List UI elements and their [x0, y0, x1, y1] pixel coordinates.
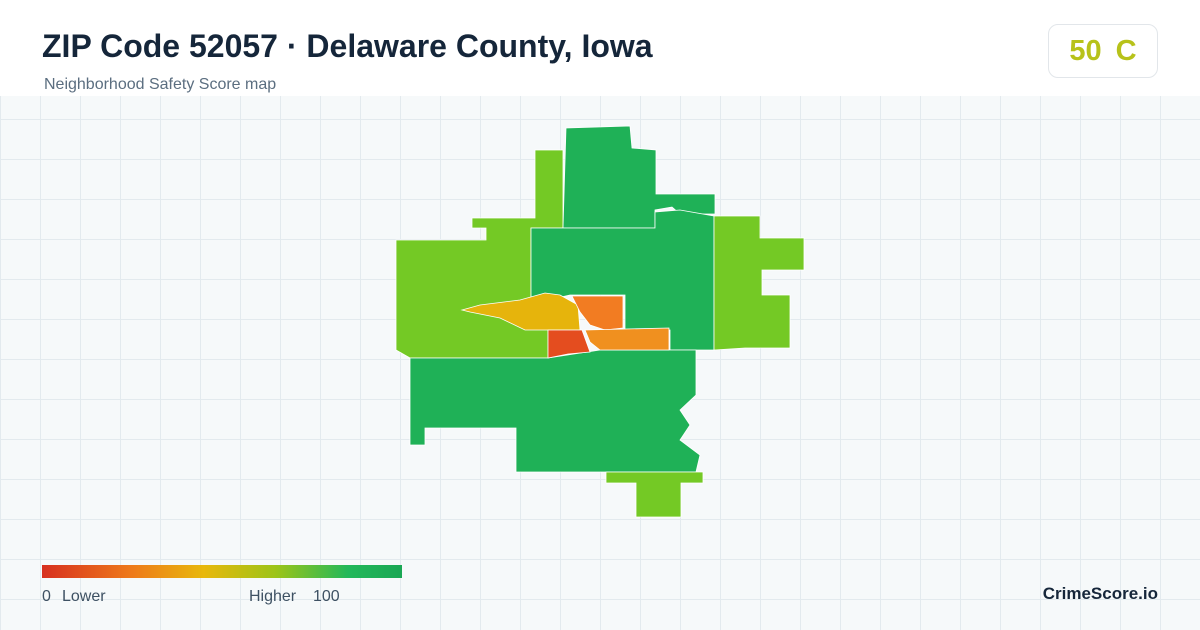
region: [584, 327, 670, 351]
legend-max: 100: [313, 588, 340, 605]
score-badge: 50 C: [1048, 24, 1158, 78]
legend-gradient: [42, 565, 402, 578]
title: ZIP Code 52057 · Delaware County, Iowa: [42, 28, 653, 64]
region: [713, 215, 805, 351]
region: [409, 349, 701, 473]
score-value: 50: [1069, 34, 1102, 67]
region: [460, 292, 581, 331]
brand: CrimeScore.io: [1042, 584, 1158, 603]
region: [547, 329, 591, 359]
legend-max-label: Higher: [249, 588, 297, 605]
legend-min: 0: [42, 588, 51, 605]
score-grade: C: [1115, 34, 1137, 67]
region: [605, 471, 704, 518]
subtitle: Neighborhood Safety Score map: [44, 76, 277, 93]
legend-min-label: Lower: [62, 588, 106, 605]
